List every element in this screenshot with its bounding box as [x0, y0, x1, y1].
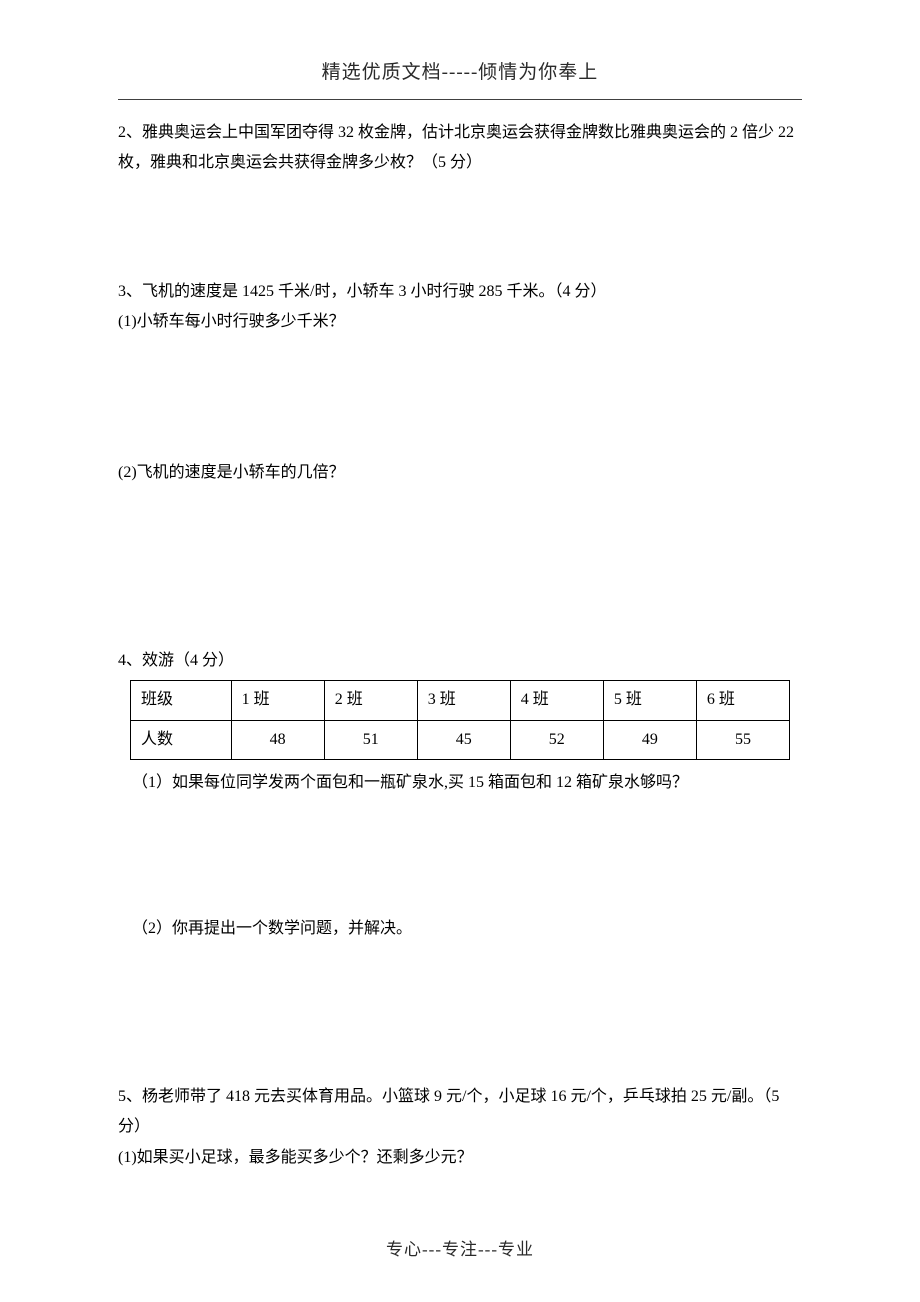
- question-4-part2: （2）你再提出一个数学问题，并解决。: [118, 914, 802, 944]
- workspace-q3-1: [118, 338, 802, 458]
- table-header-cell: 班级: [131, 681, 232, 720]
- question-4: 4、效游（4 分） 班级 1 班 2 班 3 班 4 班 5 班 6 班 人数 …: [118, 646, 802, 1064]
- question-4-lead: 4、效游（4 分）: [118, 646, 802, 676]
- table-header-cell: 5 班: [603, 681, 696, 720]
- workspace-q4-1: [118, 799, 802, 914]
- table-header-cell: 6 班: [696, 681, 789, 720]
- workspace-q4-2: [118, 944, 802, 1064]
- question-3: 3、飞机的速度是 1425 千米/时，小轿车 3 小时行驶 285 千米。（4 …: [118, 277, 802, 628]
- question-4-table-wrap: 班级 1 班 2 班 3 班 4 班 5 班 6 班 人数 48 51 45 5…: [118, 680, 802, 760]
- table-header-cell: 3 班: [417, 681, 510, 720]
- header-title: 精选优质文档-----倾情为你奉上: [322, 62, 599, 83]
- question-4-table: 班级 1 班 2 班 3 班 4 班 5 班 6 班 人数 48 51 45 5…: [130, 680, 790, 760]
- question-2: 2、雅典奥运会上中国军团夺得 32 枚金牌，估计北京奥运会获得金牌数比雅典奥运会…: [118, 118, 802, 179]
- question-3-part2: (2)飞机的速度是小轿车的几倍？: [118, 458, 802, 488]
- page: 精选优质文档-----倾情为你奉上 2、雅典奥运会上中国军团夺得 32 枚金牌，…: [0, 0, 920, 1302]
- footer-text: 专心---专注---专业: [386, 1240, 534, 1259]
- table-row: 班级 1 班 2 班 3 班 4 班 5 班 6 班: [131, 681, 790, 720]
- table-cell: 45: [417, 720, 510, 759]
- table-cell: 51: [324, 720, 417, 759]
- workspace-q2: [118, 197, 802, 277]
- table-header-cell: 2 班: [324, 681, 417, 720]
- content: 2、雅典奥运会上中国军团夺得 32 枚金牌，估计北京奥运会获得金牌数比雅典奥运会…: [118, 118, 802, 1173]
- table-cell: 52: [510, 720, 603, 759]
- question-5: 5、杨老师带了 418 元去买体育用品。小篮球 9 元/个，小足球 16 元/个…: [118, 1082, 802, 1173]
- table-row: 人数 48 51 45 52 49 55: [131, 720, 790, 759]
- table-cell: 49: [603, 720, 696, 759]
- workspace-q3-2: [118, 488, 802, 628]
- question-3-part1: (1)小轿车每小时行驶多少千米？: [118, 307, 802, 337]
- header-rule: [118, 99, 802, 100]
- table-header-cell: 1 班: [231, 681, 324, 720]
- question-3-lead: 3、飞机的速度是 1425 千米/时，小轿车 3 小时行驶 285 千米。（4 …: [118, 277, 802, 307]
- question-5-lead: 5、杨老师带了 418 元去买体育用品。小篮球 9 元/个，小足球 16 元/个…: [118, 1082, 802, 1143]
- page-footer: 专心---专注---专业: [0, 1234, 920, 1266]
- table-cell: 48: [231, 720, 324, 759]
- table-row-label: 人数: [131, 720, 232, 759]
- table-header-cell: 4 班: [510, 681, 603, 720]
- table-cell: 55: [696, 720, 789, 759]
- page-header: 精选优质文档-----倾情为你奉上: [118, 55, 802, 99]
- question-4-part1: （1）如果每位同学发两个面包和一瓶矿泉水,买 15 箱面包和 12 箱矿泉水够吗…: [118, 768, 802, 798]
- question-5-part1: (1)如果买小足球，最多能买多少个？还剩多少元？: [118, 1143, 802, 1173]
- question-2-text: 2、雅典奥运会上中国军团夺得 32 枚金牌，估计北京奥运会获得金牌数比雅典奥运会…: [118, 118, 802, 179]
